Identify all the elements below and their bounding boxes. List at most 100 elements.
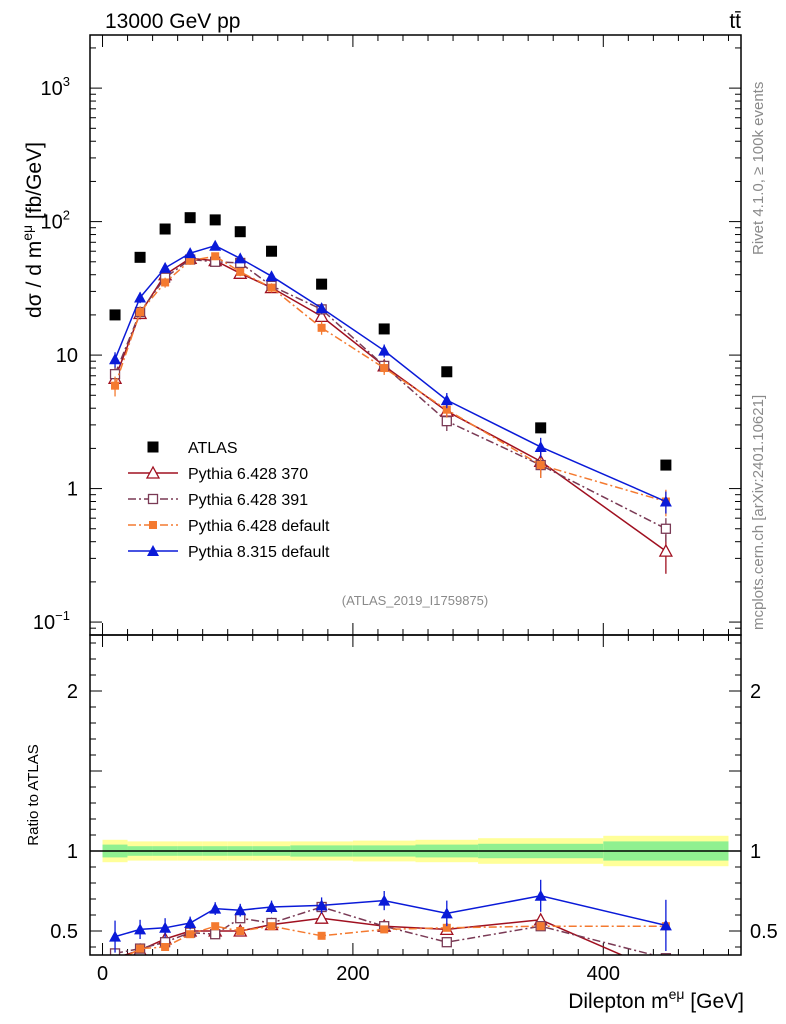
data-point-p8def	[440, 394, 453, 406]
legend-label-p370: Pythia 6.428 370	[188, 466, 308, 483]
data-point-p8def	[109, 353, 122, 365]
ratio-y-tick-label: 0.5	[50, 921, 78, 943]
series-line-p6def	[114, 255, 667, 503]
data-point-p6def	[111, 381, 120, 390]
ratio-point-p8def	[184, 917, 197, 928]
rivet-version-label: Rivet 4.1.0, ≥ 100k events	[750, 82, 767, 255]
ratio-line-p6def	[127, 925, 666, 955]
data-point-p8def	[134, 291, 147, 303]
data-point-atlas	[184, 212, 196, 224]
data-point-p391	[660, 523, 672, 534]
process-label: tt̄	[729, 10, 741, 33]
ratio-plot-frame	[89, 634, 742, 956]
data-point-p6def	[211, 252, 220, 261]
analysis-watermark: (ATLAS_2019_I1759875)	[342, 593, 488, 608]
legend-marker-p391	[147, 493, 159, 505]
ratio-series	[109, 879, 672, 979]
data-point-p8def	[659, 495, 672, 507]
data-point-p8def	[265, 270, 278, 282]
ratio-y-tick-label: 0.5	[750, 921, 778, 943]
data-point-p8def	[378, 344, 391, 356]
ratio-point-p6def	[442, 923, 451, 932]
data-point-p370	[314, 309, 329, 323]
ratio-point-p391	[210, 929, 221, 940]
data-point-p370	[658, 543, 673, 557]
ratio-point-p6def	[211, 922, 220, 931]
legend: ATLAS Pythia 6.428 370 Pythia 6.428 391 Pyt…	[128, 440, 330, 561]
ratio-point-p6def	[267, 922, 276, 931]
ratio-point-p6def	[317, 931, 326, 940]
ratio-y-tick-label: 2	[750, 681, 761, 703]
ratio-point-p8def	[109, 930, 122, 942]
ratio-point-p8def	[159, 921, 172, 933]
data-point-atlas	[378, 323, 390, 335]
legend-label-atlas: ATLAS	[188, 440, 238, 457]
y-tick-label: 10	[56, 345, 78, 367]
data-point-p6def	[380, 364, 389, 373]
legend-label-p8def: Pythia 8.315 default	[188, 544, 330, 561]
data-point-atlas	[266, 245, 278, 257]
data-point-p391	[441, 415, 452, 427]
data-point-atlas	[209, 214, 221, 226]
ratio-point-p6def	[186, 930, 195, 939]
data-point-p8def	[534, 440, 547, 452]
data-point-p8def	[209, 239, 222, 251]
ratio-point-p8def	[234, 904, 247, 916]
data-point-p8def	[159, 261, 172, 273]
y-axis-label: dσ / d meμ [fb/GeV]	[19, 142, 46, 318]
data-point-atlas	[134, 251, 146, 263]
series-line-p8def	[114, 244, 667, 503]
data-point-p8def	[234, 252, 247, 264]
legend-marker-p370	[145, 465, 161, 479]
x-tick-label: 400	[587, 963, 620, 985]
data-point-p8def	[315, 302, 328, 314]
data-point-p6def	[536, 461, 545, 470]
ratio-point-p6def	[536, 922, 545, 931]
series-line-p391	[114, 258, 667, 530]
ratio-point-p370	[314, 910, 329, 924]
data-point-p8def	[184, 247, 197, 259]
data-point-p6def	[236, 267, 245, 276]
ratio-point-p8def	[378, 894, 391, 906]
ratio-series-group	[109, 879, 672, 979]
ratio-point-p8def	[134, 923, 147, 935]
ratio-line-p391	[114, 906, 657, 955]
data-point-atlas	[159, 223, 171, 235]
x-tick-label: 200	[336, 963, 369, 985]
source-label: mcplots.cern.ch [arXiv:2401.10621]	[750, 395, 767, 630]
ratio-point-p8def	[534, 889, 547, 901]
ratio-point-p6def	[236, 927, 245, 935]
legend-marker-atlas	[147, 441, 159, 453]
data-point-atlas	[316, 278, 328, 290]
x-tick-label: 0	[97, 963, 108, 985]
y-tick-label: 10−1	[33, 608, 70, 634]
ratio-y-tick-label: 1	[67, 841, 78, 863]
energy-label: 13000 GeV pp	[105, 10, 240, 33]
data-point-atlas	[535, 422, 547, 434]
data-point-p6def	[317, 323, 326, 332]
data-point-p6def	[267, 283, 276, 292]
data-point-atlas	[660, 459, 672, 471]
legend-label-p391: Pythia 6.428 391	[188, 492, 308, 509]
ratio-point-p370	[660, 968, 672, 979]
data-point-p6def	[161, 278, 170, 287]
ratio-point-p6def	[380, 925, 389, 934]
ratio-line-p370	[122, 917, 624, 955]
legend-label-p6def: Pythia 6.428 default	[188, 518, 330, 535]
y-tick-label: 102	[41, 208, 70, 234]
ratio-line-p8def	[114, 895, 667, 938]
ratio-point-p8def	[265, 901, 278, 912]
ratio-point-p6def	[111, 959, 119, 967]
data-point-atlas	[109, 309, 121, 321]
ratio-point-p8def	[209, 902, 222, 914]
data-point-p6def	[186, 256, 195, 265]
ratio-point-p6def	[161, 943, 170, 951]
ratio-axis-label: Ratio to ATLAS	[25, 744, 42, 845]
ratio-point-p391	[441, 937, 452, 948]
data-point-atlas	[441, 366, 453, 378]
ratio-y-tick-label: 2	[67, 681, 78, 703]
legend-marker-p8def	[147, 545, 159, 556]
ratio-point-p6def	[136, 944, 145, 953]
